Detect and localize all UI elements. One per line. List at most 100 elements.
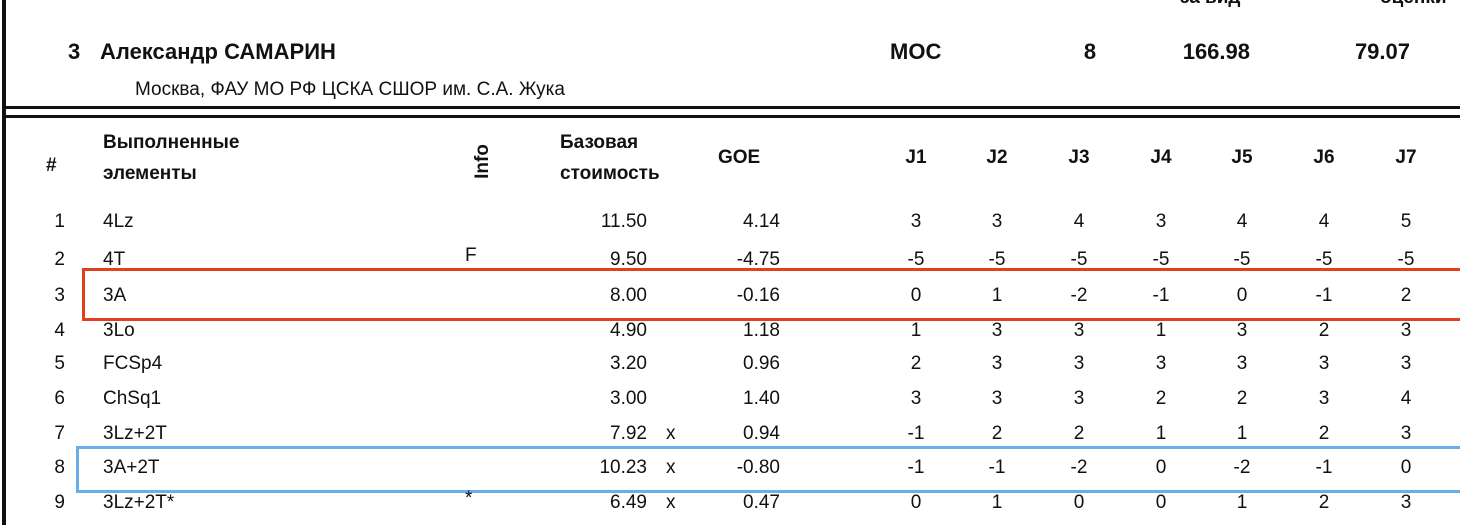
header-bottom-border xyxy=(2,106,1460,109)
column-label: за вид xyxy=(1180,0,1240,7)
judge-score: 2 xyxy=(1318,423,1330,444)
judge-score: 1 xyxy=(1236,423,1248,444)
judge-score: 4 xyxy=(1318,211,1330,232)
judge-score: 3 xyxy=(1236,320,1248,341)
judge-score: 2 xyxy=(1318,320,1330,341)
judge-score: 3 xyxy=(1073,388,1085,409)
row-number: 1 xyxy=(54,211,65,232)
highlight-blue xyxy=(76,446,1460,493)
base-value: 4.90 xyxy=(610,320,647,341)
judge-score: 3 xyxy=(991,320,1003,341)
judge-score: 4 xyxy=(1236,211,1248,232)
element-score: 79.07 xyxy=(1354,39,1410,64)
col-header: J6 xyxy=(1313,147,1335,168)
judge-score: 3 xyxy=(1318,353,1330,374)
goe: 1.40 xyxy=(743,388,780,409)
base-value: 10.23 xyxy=(599,457,647,478)
nation: MOC xyxy=(890,39,942,64)
judge-score: 0 xyxy=(910,492,922,513)
goe: -0.80 xyxy=(736,457,780,478)
judge-score: 3 xyxy=(1155,211,1167,232)
judge-score: 0 xyxy=(1073,492,1085,513)
base-value: 7.92 xyxy=(610,423,647,444)
judge-score: 3 xyxy=(991,353,1003,374)
judge-score: 1 xyxy=(991,285,1003,306)
row-number: 8 xyxy=(54,457,65,478)
element-code: FCSp4 xyxy=(103,353,163,374)
judge-score: 2 xyxy=(991,423,1003,444)
skater-name: Александр САМАРИН xyxy=(100,39,336,64)
judge-score: -2 xyxy=(1233,457,1251,478)
highlight-red xyxy=(82,268,1460,321)
judge-score: 1 xyxy=(1236,492,1248,513)
bonus-mark: x xyxy=(666,492,676,513)
base-value: 3.00 xyxy=(610,388,647,409)
judge-score: 4 xyxy=(1073,211,1085,232)
goe: 0.94 xyxy=(743,423,780,444)
row-number: 5 xyxy=(54,353,65,374)
judge-score: 3 xyxy=(910,388,922,409)
col-header: J7 xyxy=(1395,147,1417,168)
judge-score: 3 xyxy=(1236,353,1248,374)
col-header: стоимость xyxy=(560,163,660,184)
judge-score: 0 xyxy=(1155,457,1167,478)
col-header: J3 xyxy=(1068,147,1090,168)
judge-score: -5 xyxy=(907,249,925,270)
judge-score: -1 xyxy=(1152,285,1170,306)
judge-score: 2 xyxy=(1400,285,1412,306)
row-number: 4 xyxy=(54,320,65,341)
total-score: 166.98 xyxy=(1182,39,1250,64)
judge-score: 1 xyxy=(910,320,922,341)
judge-score: 2 xyxy=(1073,423,1085,444)
rank: 3 xyxy=(68,39,81,64)
element-code: 4Lz xyxy=(103,211,134,232)
col-header: GOE xyxy=(718,147,761,168)
row-number: 3 xyxy=(54,285,65,306)
judge-score: 3 xyxy=(1400,492,1412,513)
judge-score: -1 xyxy=(1315,457,1333,478)
judge-score: 2 xyxy=(1318,492,1330,513)
bonus-mark: x xyxy=(666,423,676,444)
judge-score: 3 xyxy=(910,211,922,232)
element-code: ChSq1 xyxy=(103,388,162,409)
col-header: элементы xyxy=(103,163,197,184)
col-header: Выполненные xyxy=(103,132,240,153)
judge-score: 3 xyxy=(991,211,1003,232)
club: Москва, ФАУ МО РФ ЦСКА СШОР им. С.А. Жук… xyxy=(135,79,565,100)
judge-score: 3 xyxy=(1155,353,1167,374)
column-label: оценки xyxy=(1380,0,1447,7)
judge-score: -5 xyxy=(988,249,1006,270)
col-header: J5 xyxy=(1231,147,1253,168)
base-value: 8.00 xyxy=(610,285,647,306)
col-header: Info xyxy=(471,144,493,179)
info: F xyxy=(465,245,477,266)
goe: 0.96 xyxy=(743,353,780,374)
judge-score: -5 xyxy=(1397,249,1415,270)
goe: 0.47 xyxy=(743,492,780,513)
element-code: 3A xyxy=(103,285,127,306)
judge-score: -5 xyxy=(1152,249,1170,270)
judge-score: 2 xyxy=(1236,388,1248,409)
base-value: 3.20 xyxy=(610,353,647,374)
col-header: J2 xyxy=(986,147,1008,168)
start-number: 8 xyxy=(1083,39,1097,64)
element-code: 3Lo xyxy=(103,320,135,341)
judge-score: -1 xyxy=(988,457,1006,478)
judge-score: 2 xyxy=(910,353,922,374)
row-number: 6 xyxy=(54,388,65,409)
goe: 1.18 xyxy=(743,320,780,341)
judge-score: -1 xyxy=(1315,285,1333,306)
judge-score: 2 xyxy=(1155,388,1167,409)
goe: 4.14 xyxy=(743,211,780,232)
judge-score: 1 xyxy=(1155,320,1167,341)
judge-score: 3 xyxy=(991,388,1003,409)
judge-score: -5 xyxy=(1070,249,1088,270)
judge-score: 3 xyxy=(1400,423,1412,444)
judge-score: 1 xyxy=(991,492,1003,513)
judge-score: 5 xyxy=(1400,211,1412,232)
col-header: # xyxy=(46,155,57,176)
table-top-border xyxy=(2,115,1460,118)
judge-score: -2 xyxy=(1070,285,1088,306)
judge-score: 3 xyxy=(1318,388,1330,409)
